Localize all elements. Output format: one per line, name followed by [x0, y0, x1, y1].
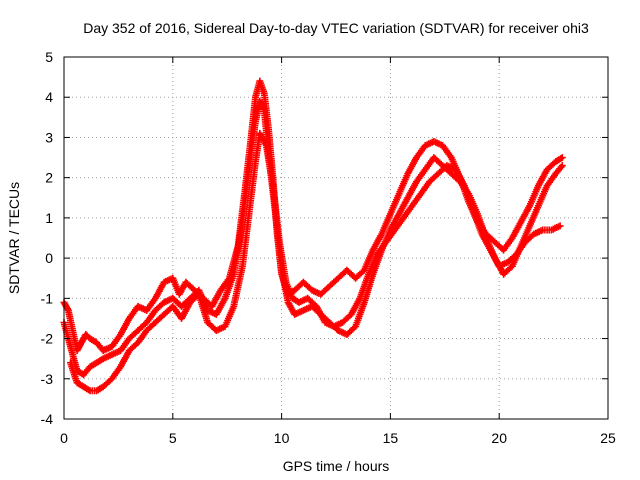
y-axis-title: SDTVAR / TECUs	[6, 182, 22, 294]
series-track-3	[67, 129, 564, 395]
y-tick-label: 1	[45, 210, 53, 226]
y-tick-label: 3	[45, 129, 53, 145]
y-tick-label: 4	[45, 89, 53, 105]
series-track-1	[60, 77, 566, 355]
y-tick-label: 5	[45, 49, 53, 65]
x-tick-label: 0	[60, 430, 68, 446]
x-tick-label: 5	[169, 430, 177, 446]
y-tick-label: 0	[45, 250, 53, 266]
y-tick-label: -3	[41, 371, 54, 387]
chart-title: Day 352 of 2016, Sidereal Day-to-day VTE…	[83, 20, 589, 36]
data-points	[60, 77, 566, 395]
y-tick-label: -1	[41, 290, 54, 306]
tick-labels: 0 5 10 15 20 25 -4 -3 -2 -1 0 1 2 3 4 5	[41, 49, 616, 446]
data-point-markers	[67, 129, 564, 395]
x-tick-label: 20	[491, 430, 507, 446]
axis-ticks	[63, 56, 609, 420]
data-point-markers	[60, 77, 566, 355]
y-tick-label: -2	[41, 331, 54, 347]
x-tick-label: 10	[274, 430, 290, 446]
x-axis-title: GPS time / hours	[283, 458, 390, 474]
y-tick-label: 2	[45, 170, 53, 186]
x-tick-label: 15	[383, 430, 399, 446]
plot-frame	[63, 56, 609, 420]
x-tick-label: 25	[600, 430, 616, 446]
y-tick-label: -4	[41, 411, 54, 427]
